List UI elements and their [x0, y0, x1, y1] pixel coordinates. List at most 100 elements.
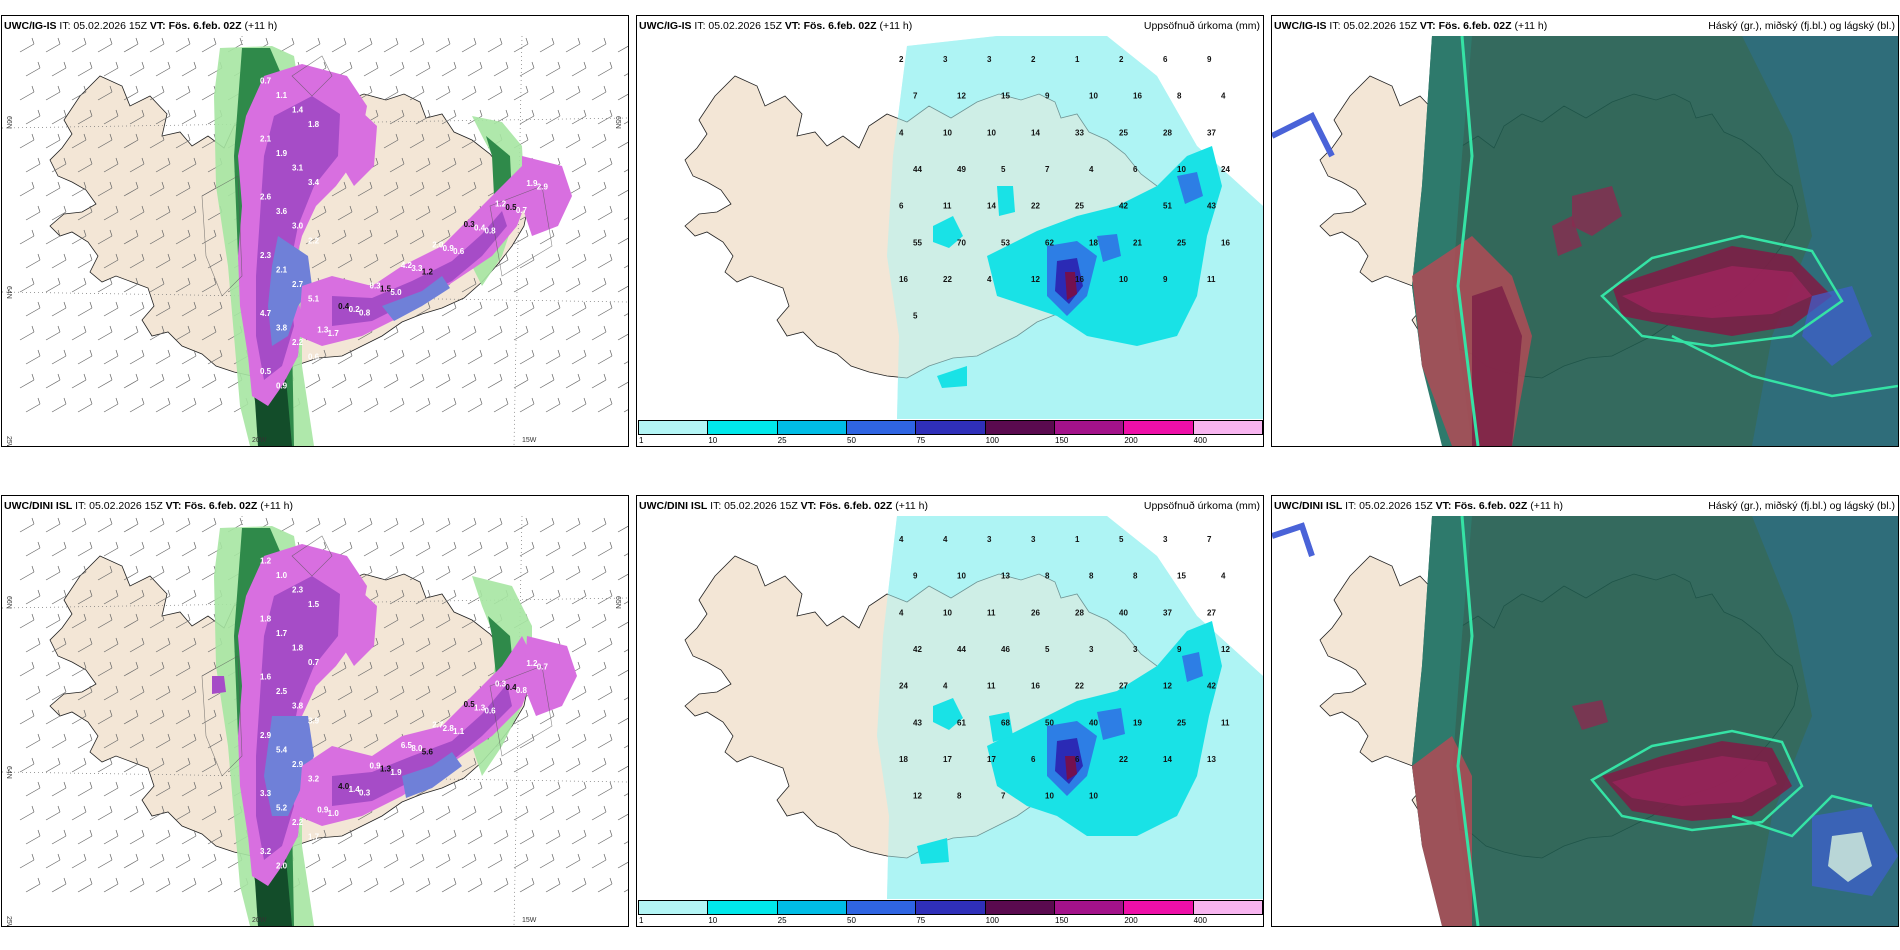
map-value-label: 16: [1133, 92, 1142, 101]
map-value-label: 10: [943, 128, 952, 137]
map-value-label: 2.5: [276, 687, 288, 696]
map-value-label: 40: [1119, 608, 1128, 617]
map-value-label: 10: [1045, 792, 1054, 801]
axis-label: 64N: [5, 286, 12, 299]
colorbar-tick-label: 400: [1193, 916, 1208, 925]
map-value-label: 50: [1045, 718, 1054, 727]
colorbar-tick-label: 25: [777, 916, 787, 925]
map-value-label: 3.6: [276, 207, 288, 216]
colorbar-tick-label: 400: [1193, 436, 1208, 445]
map-value-label: 1: [1075, 55, 1080, 64]
map-value-label: 2.9: [292, 760, 304, 769]
map-value-label: 5.0: [390, 288, 402, 297]
map-value-label: 46: [1001, 645, 1010, 654]
map-value-label: 3.4: [308, 178, 320, 187]
map-value-label: 16: [899, 275, 908, 284]
map-value-label: 0.6: [453, 247, 465, 256]
map-value-label: 2.1: [276, 265, 288, 274]
map-value-label: 1.7: [308, 833, 320, 842]
map-value-label: 2.9: [537, 182, 549, 191]
map-value-label: 2: [899, 55, 904, 64]
map-value-label: 28: [1163, 128, 1172, 137]
map-value-label: 9: [1045, 92, 1050, 101]
map-value-label: 11: [1221, 718, 1230, 727]
map-value-label: 42: [913, 645, 922, 654]
map-value-label: 5: [1001, 165, 1006, 174]
map-value-label: 3.9: [308, 716, 320, 725]
map-value-label: 1.7: [276, 629, 288, 638]
map-value-label: 24: [899, 682, 908, 691]
map-value-label: 17: [987, 755, 996, 764]
map-value-label: 1.4: [292, 105, 304, 114]
axis-label: 20W: [252, 917, 267, 924]
map-value-label: 1.8: [308, 120, 320, 129]
map-value-label: 3: [987, 55, 992, 64]
map-value-label: 12: [1031, 275, 1040, 284]
map-value-label: 28: [1075, 608, 1084, 617]
map-value-label: 25: [1177, 718, 1186, 727]
map-value-label: 1.3: [380, 765, 392, 774]
map-value-label: 5: [913, 312, 918, 321]
precip-colorbar-row2: 1 10 25 50 75 100 150 200 400: [637, 899, 1263, 926]
map-value-label: 0.9: [276, 382, 288, 391]
map-value-label: 2: [1031, 55, 1036, 64]
map-value-label: 6: [899, 202, 904, 211]
map-value-label: 1.9: [276, 149, 288, 158]
map-value-label: 22: [1119, 755, 1128, 764]
map-value-label: 55: [913, 238, 922, 247]
map-value-label: 3: [1031, 535, 1036, 544]
map-value-label: 2.0: [432, 241, 444, 250]
axis-label: 15W: [522, 437, 537, 444]
colorbar-segment: [776, 420, 847, 435]
snow-map-row1: 0.7 1.1 1.4 1.8 2.1 1.9 3.1 3.4 2.6 3.6 3.0 2.2 2.3 2…: [2, 36, 628, 446]
map-value-label: 3.2: [260, 847, 272, 856]
colorbar-tick-label: 150: [1055, 436, 1069, 445]
colorbar-tick-label: 25: [777, 436, 787, 445]
map-value-label: 4.7: [260, 309, 272, 318]
map-value-label: 1.1: [453, 727, 465, 736]
map-value-label: 4: [943, 682, 948, 691]
map-value-label: 1.5: [380, 285, 392, 294]
map-value-label: 8.0: [411, 744, 423, 753]
map-value-label: 0.8: [359, 308, 371, 317]
map-value-label: 22: [1031, 202, 1040, 211]
map-value-label: 6: [1075, 755, 1080, 764]
cloud-layers: [1272, 516, 1898, 926]
map-value-label: 7: [913, 92, 918, 101]
map-value-label: 18: [1089, 238, 1098, 247]
map-value-label: 5.4: [276, 745, 288, 754]
colorbar-tick-label: 75: [916, 916, 926, 925]
map-value-label: 0.7: [537, 662, 549, 671]
colorbar-tick-label: 10: [708, 436, 718, 445]
map-value-label: 49: [957, 165, 966, 174]
map-value-label: 0.5: [464, 700, 476, 709]
map-value-label: 3: [987, 535, 992, 544]
map-value-label: 12: [957, 92, 966, 101]
precip-map-subtitle: Uppsöfnuð úrkoma (mm): [1143, 500, 1260, 512]
map-value-label: 33: [1075, 128, 1084, 137]
map-value-label: 2.3: [260, 251, 272, 260]
precip-heavy-core: [1047, 172, 1203, 316]
axis-label: 25W: [5, 916, 12, 926]
map-value-label: 0.3: [359, 788, 371, 797]
map-value-label: 16: [1031, 682, 1040, 691]
precip-heavy-core: [1047, 652, 1203, 796]
colorbar-tick-label: 1: [639, 916, 644, 925]
map-value-label: 11: [987, 608, 996, 617]
map-value-label: 1.5: [308, 600, 320, 609]
map-value-label: 3: [1133, 645, 1138, 654]
map-value-label: 0.7: [260, 76, 272, 85]
map-value-label: 40: [1089, 718, 1098, 727]
precip-colorbar-row1: 1 10 25 50 75 100 150 200 400: [637, 419, 1263, 446]
map-value-label: 4: [943, 535, 948, 544]
map-value-label: 2.1: [260, 134, 272, 143]
map-value-label: 21: [1133, 238, 1142, 247]
cloud-map-row1: [1272, 36, 1898, 446]
colorbar-segment: [915, 900, 986, 915]
snow-map-title-row2: UWC/DINI ISL IT: 05.02.2026 15Z VT: Fös.…: [2, 496, 628, 516]
map-value-label: 10: [1177, 165, 1186, 174]
map-value-label: 26: [1031, 608, 1040, 617]
colorbar-segment: [638, 900, 709, 915]
map-value-label: 8: [957, 792, 962, 801]
map-value-label: 6: [1031, 755, 1036, 764]
